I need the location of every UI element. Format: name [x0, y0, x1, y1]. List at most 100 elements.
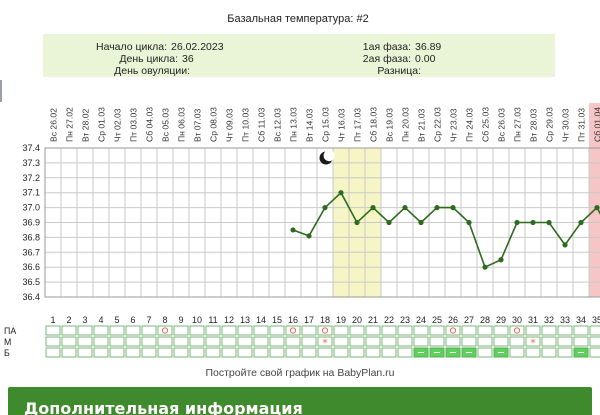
phase1-label: 1ая фаза:: [363, 41, 411, 53]
x-tick-label: 12: [224, 315, 234, 325]
temperature-series: [290, 190, 600, 270]
side-scroll-marker: [0, 80, 2, 102]
date-label: Пн 27.03: [513, 107, 523, 142]
x-tick-label: 2: [66, 315, 71, 325]
phase1-value: 36.89: [415, 41, 441, 53]
pa-circle-mark: [321, 327, 329, 334]
pa-circle-mark: [449, 327, 457, 334]
x-tick-label: 6: [130, 315, 135, 325]
cycle-start-label: Начало цикла:: [96, 41, 167, 53]
x-tick-label: 16: [288, 315, 298, 325]
row-cell: [125, 336, 141, 347]
y-axis-labels: 36.436.436.536.536.636.636.736.736.836.8…: [22, 143, 40, 302]
plot-grid: [44, 147, 600, 298]
date-label: Вт 07.03: [193, 109, 203, 142]
date-label: Сб 11.03: [257, 107, 267, 142]
x-tick-label: 1: [50, 315, 55, 325]
temperature-point: [466, 219, 472, 226]
row-cell: [301, 347, 317, 358]
temperature-point: [322, 205, 328, 211]
date-label: Пт 31.03: [577, 108, 587, 142]
x-tick-label: 27: [464, 315, 474, 325]
row-cell: [445, 325, 461, 336]
row-cell: [157, 336, 173, 347]
row-cell: [557, 325, 573, 336]
row-cell: [77, 336, 93, 347]
row-cell: [541, 347, 557, 358]
date-label: Сб 18.03: [369, 107, 379, 142]
ovulation-day-label: День овуляции:: [114, 65, 190, 77]
temperature-point: [290, 227, 296, 233]
row-cell: [269, 336, 285, 347]
row-cell: [509, 336, 525, 347]
y-tick-label-left: 36.7: [22, 247, 40, 257]
row-cell: [45, 347, 61, 358]
date-label: Чт 23.03: [449, 108, 459, 142]
date-label: Ср 15.03: [321, 107, 331, 142]
x-axis-labels: 1 2 3 4 5 6 7 8 9 10 11 12 13 14 15 16 17 18 19 20 21 22 23 24 2…: [50, 315, 600, 325]
row-cell: [397, 347, 413, 358]
row-cell: [125, 347, 141, 358]
x-tick-label: 29: [496, 315, 506, 325]
row-cell: [173, 325, 189, 336]
x-tick-label: 10: [192, 315, 202, 325]
pa-circle-mark: [513, 327, 521, 334]
row-cell: [573, 336, 589, 347]
x-tick-label: 33: [560, 315, 570, 325]
row-cell: [285, 325, 301, 336]
m-star-mark: *: [322, 337, 328, 350]
cycle-day-value: 36: [182, 53, 194, 65]
date-label: Пн 13.03: [289, 107, 299, 142]
date-label: Чт 02.03: [113, 108, 123, 142]
date-label: Чт 16.03: [337, 108, 347, 142]
row-cell: [573, 325, 589, 336]
temperature-point: [354, 219, 360, 226]
row-cell: [205, 347, 221, 358]
row-cell: [349, 336, 365, 347]
y-tick-label-left: 36.4: [22, 292, 40, 302]
row-cell: [237, 347, 253, 358]
y-tick-label-left: 37.0: [22, 203, 40, 213]
row-cell: [61, 325, 77, 336]
temperature-point: [418, 219, 424, 226]
row-cell: [93, 325, 109, 336]
row-cell: [477, 347, 493, 358]
y-tick-label-left: 37.3: [22, 158, 40, 168]
date-label: Вт 21.03: [417, 109, 427, 142]
babyplan-link[interactable]: Постройте свой график на BabyPlan.ru: [205, 367, 394, 379]
row-cell: [365, 336, 381, 347]
row-cell: [541, 336, 557, 347]
row-cell: [381, 336, 397, 347]
temperature-point: [338, 190, 344, 196]
row-cell: [589, 325, 600, 336]
row-cell: [221, 325, 237, 336]
difference-label: Разница:: [377, 65, 421, 77]
row-cell: [253, 347, 269, 358]
date-label: Ср 01.03: [97, 107, 107, 142]
row-cell: [397, 325, 413, 336]
date-label: Чт 09.03: [225, 108, 235, 142]
row-cell: [93, 336, 109, 347]
date-label: Вт 28.03: [529, 109, 539, 142]
row-cell: [493, 336, 509, 347]
row-cell: [301, 336, 317, 347]
y-tick-label-left: 36.8: [22, 232, 40, 242]
row-cell: [557, 336, 573, 347]
date-label: Пн 27.02: [65, 107, 75, 142]
symptom-rows: ПАПАММББ**: [4, 325, 600, 358]
row-cell: [157, 347, 173, 358]
row-cell: [413, 325, 429, 336]
row-cell: [253, 336, 269, 347]
date-label: Ср 22.03: [433, 107, 443, 142]
x-tick-label: 18: [320, 315, 330, 325]
x-tick-label: 23: [400, 315, 410, 325]
cycle-day-label: День цикла:: [119, 53, 178, 65]
row-cell: [429, 325, 445, 336]
row-cell: [477, 325, 493, 336]
date-label: Пт 17.03: [353, 108, 363, 142]
temperature-point: [594, 205, 600, 211]
row-cell: [461, 325, 477, 336]
x-tick-label: 19: [336, 315, 346, 325]
x-tick-label: 32: [544, 315, 554, 325]
